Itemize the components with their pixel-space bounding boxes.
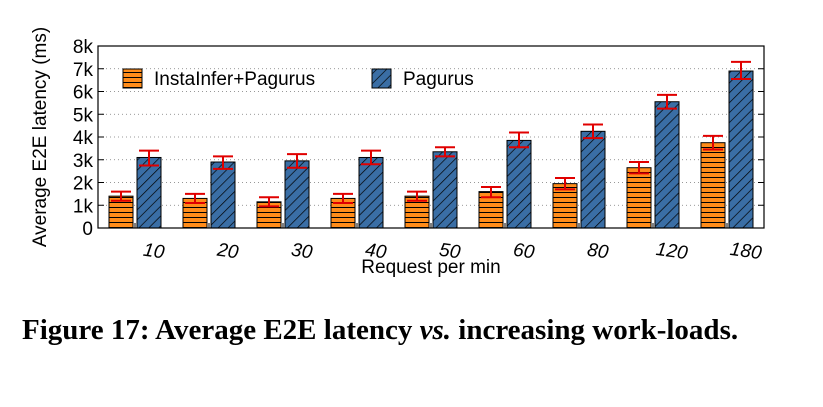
y-axis-title: Average E2E latency (ms) [30,27,51,247]
y-tick-label: 8k [73,37,94,58]
x-axis-title: Request per min [361,257,500,278]
y-tick-label: 4k [73,128,94,149]
x-tick-label: 60 [512,240,536,264]
caption-emphasis: vs. [419,314,452,346]
error-bars-layer [111,60,751,208]
legend-swatch-pagurus [371,68,392,89]
bar [136,156,162,229]
caption-suffix: increasing work-loads. [451,314,739,346]
legend-swatch-instainfer [122,68,143,89]
y-tick-label: 0 [82,219,93,240]
y-tick-label: 3k [73,151,94,172]
bar [210,161,236,229]
x-tick-label: 10 [142,240,166,264]
legend: InstaInfer+Pagurus Pagurus [122,68,474,90]
caption-prefix: Figure 17: Average E2E latency [22,314,420,346]
bar [506,139,532,229]
x-tick-label: 180 [729,239,764,264]
bar [580,130,606,229]
y-tick-label: 2k [73,174,94,195]
legend-label-pagurus: Pagurus [403,69,474,90]
bar [626,167,652,229]
x-tick-label: 30 [290,240,314,264]
bar [700,142,726,229]
bar [728,70,754,229]
y-tick-label: 7k [73,60,94,81]
y-tick-label: 6k [73,83,94,104]
x-axis: 10 20 30 40 50 60 80 120 180 [134,223,764,264]
figure-caption: Figure 17: Average E2E latency vs. incre… [22,312,812,348]
bar [552,183,578,229]
y-tick-label: 1k [73,196,94,217]
y-tick-label: 5k [73,105,94,126]
x-tick-label: 20 [215,240,240,264]
grid-lines [98,68,764,206]
x-tick-label: 120 [655,239,690,264]
bars-layer [108,70,754,229]
x-tick-label: 40 [364,240,388,264]
x-tick-label: 80 [586,240,610,264]
legend-label-instainfer: InstaInfer+Pagurus [154,69,315,90]
bar [654,101,680,229]
bar [284,160,310,229]
x-tick-label: 50 [438,240,462,264]
bar [432,151,458,229]
bar [358,156,384,229]
